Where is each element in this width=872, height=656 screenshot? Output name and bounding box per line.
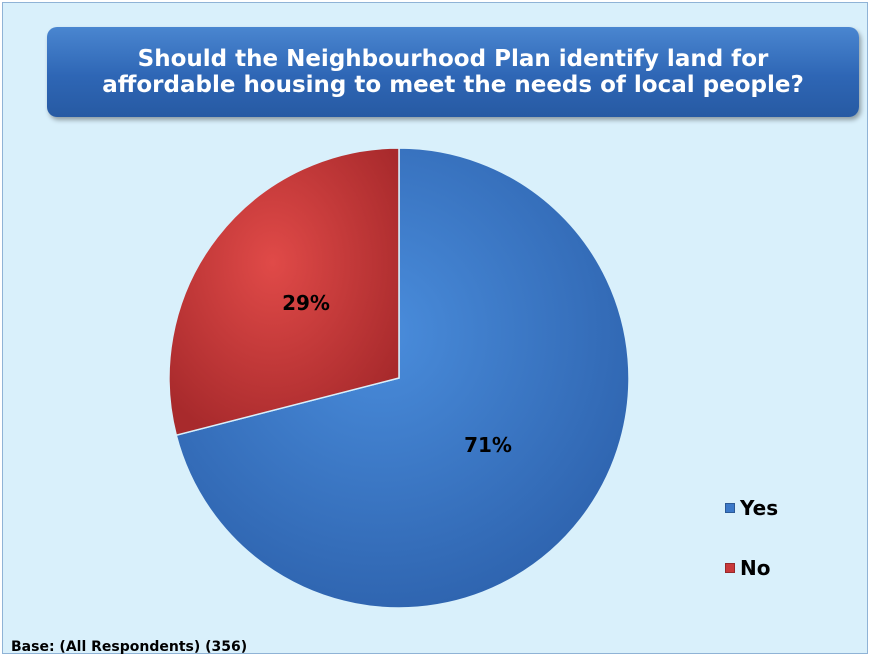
chart-legend: Yes No xyxy=(725,493,845,613)
pie-slice-no xyxy=(168,147,400,437)
legend-label-no: No xyxy=(740,556,771,580)
pie-label-yes: 71% xyxy=(464,433,512,457)
chart-title-banner: Should the Neighbourhood Plan identify l… xyxy=(47,27,859,117)
legend-swatch-yes xyxy=(725,503,735,513)
chart-title: Should the Neighbourhood Plan identify l… xyxy=(102,46,804,98)
pie-chart: 71% 29% xyxy=(168,147,630,609)
legend-item-yes: Yes xyxy=(725,493,845,523)
legend-swatch-no xyxy=(725,563,735,573)
pie-slice-yes xyxy=(175,147,630,609)
legend-item-no: No xyxy=(725,553,845,583)
legend-label-yes: Yes xyxy=(740,496,779,520)
pie-label-no: 29% xyxy=(282,291,330,315)
base-note: Base: (All Respondents) (356) xyxy=(11,639,248,655)
